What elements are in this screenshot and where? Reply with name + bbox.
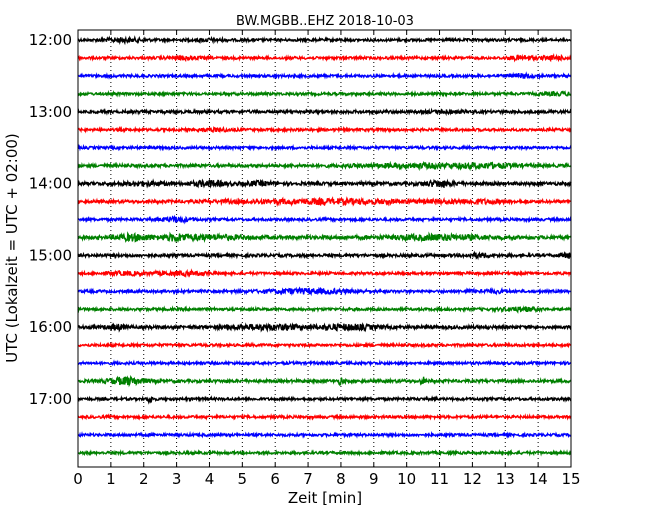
y-tick-label: 16:00 [29,318,72,336]
trace-1545 [77,305,572,314]
trace-1200 [77,35,572,46]
trace-1430 [77,214,572,225]
trace-1600 [77,322,572,333]
seismogram-traces [77,35,572,457]
trace-1700 [77,395,572,405]
x-tick-label: 5 [238,470,248,488]
x-axis-ticks: 0 1 2 3 4 5 6 7 8 9 10 11 12 13 14 15 [73,30,581,488]
trace-1630 [77,359,572,368]
trace-1300 [77,107,572,117]
y-axis-ticks: 12:00 13:00 14:00 15:00 16:00 17:00 [29,31,571,408]
x-tick-label: 9 [369,470,379,488]
trace-1315 [77,125,572,134]
x-tick-label: 15 [561,470,580,488]
trace-1330 [77,143,572,152]
x-tick-label: 6 [270,470,280,488]
y-tick-label: 17:00 [29,390,72,408]
x-tick-label: 0 [73,470,83,488]
trace-1715 [77,412,572,421]
y-tick-label: 14:00 [29,175,72,193]
y-axis-label: UTC (Lokalzeit = UTC + 02:00) [3,133,21,363]
x-tick-label: 7 [303,470,313,488]
y-tick-label: 15:00 [29,246,72,264]
x-tick-label: 3 [172,470,182,488]
x-tick-label: 10 [397,470,416,488]
x-tick-label: 8 [336,470,346,488]
trace-1745 [77,448,572,457]
y-tick-label: 12:00 [29,31,72,49]
y-tick-label: 13:00 [29,103,72,121]
x-tick-label: 1 [106,470,116,488]
trace-1530 [77,286,572,297]
trace-1400 [77,178,572,189]
plot-frame [77,29,572,468]
trace-1500 [77,250,572,261]
vertical-gridlines [110,30,539,467]
x-axis-label: Zeit [min] [288,489,362,507]
trace-1245 [77,89,572,98]
chart-title: BW.MGBB..EHZ 2018-10-03 [236,14,414,29]
trace-1730 [77,430,572,439]
x-tick-label: 4 [205,470,215,488]
x-tick-label: 11 [430,470,449,488]
trace-1345 [77,160,572,172]
x-tick-label: 14 [529,470,548,488]
trace-1645 [77,375,572,388]
x-tick-label: 13 [496,470,515,488]
trace-1230 [77,71,572,81]
x-tick-label: 2 [139,470,149,488]
trace-1445 [77,231,572,244]
x-tick-label: 12 [463,470,482,488]
trace-1215 [77,52,572,63]
trace-1615 [77,341,572,349]
trace-1415 [77,196,572,207]
trace-1515 [77,268,572,278]
